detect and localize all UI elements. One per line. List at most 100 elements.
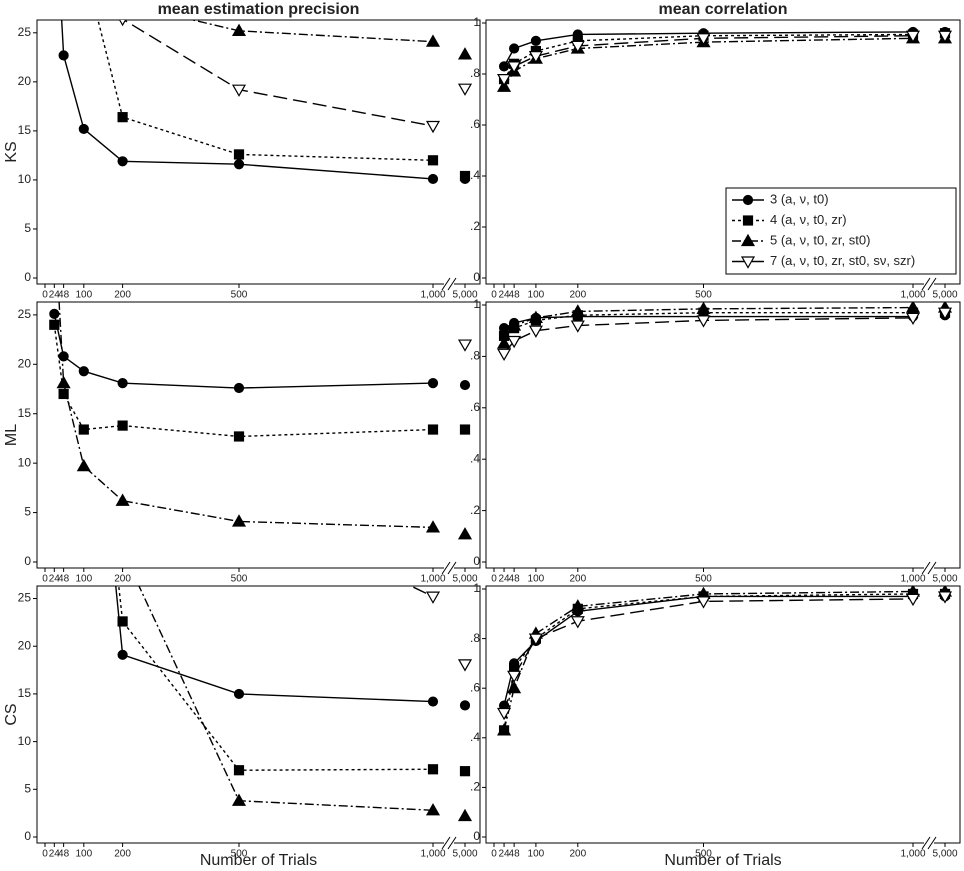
y-tick-label: 0 [24,270,31,284]
y-tick-label: .6 [470,117,480,131]
x-tick-label: 200 [114,574,131,585]
marker [427,377,439,389]
y-tick-label: 25 [18,307,32,321]
marker [49,319,60,330]
marker [233,688,245,700]
marker [507,61,522,74]
marker [696,33,711,46]
y-tick-label: .4 [470,451,480,465]
x-tick-label: 500 [231,290,248,301]
y-tick-label: 10 [18,455,32,469]
x-tick-label: 100 [75,290,92,301]
marker [530,35,542,46]
marker [76,458,91,472]
axis-break [447,836,457,850]
marker [507,318,522,331]
series-line [115,586,434,703]
marker [233,159,245,170]
marker [497,336,512,349]
y-tick-label: 5 [24,221,31,235]
x-tick-label: 48 [509,574,521,585]
x-tick-label: 200 [569,290,586,301]
marker [427,173,439,185]
marker [457,659,473,672]
marker [570,40,585,54]
x-tick-label: 0 [491,574,497,585]
plot-frame [36,301,481,569]
marker [459,424,471,435]
marker [742,194,754,206]
y-tick-label: 0 [24,829,31,843]
marker [425,34,441,47]
y-tick-label: 15 [18,123,32,137]
y-tick-label: .8 [470,631,480,645]
x-tick-label: 100 [75,574,92,585]
marker [231,793,247,806]
axis-break [447,277,457,291]
marker [509,43,520,54]
y-axis-label: KS [3,141,20,162]
plot-frame [485,301,961,569]
series-group [497,302,953,362]
series-line [503,590,914,731]
marker [528,633,543,646]
panel-title: mean correlation [659,1,788,18]
marker [497,707,512,721]
x-tick-label: 100 [528,849,545,860]
series-group [115,586,473,822]
marker [117,616,128,627]
marker [528,51,543,64]
x-tick-label: 0 [491,849,497,860]
panel-title: mean estimation precision [158,1,360,18]
plot-frame [36,585,481,844]
marker [117,0,129,8]
marker [427,696,439,707]
x-tick-label: 100 [528,574,545,585]
axis-break-gap [924,565,934,571]
marker [459,700,471,711]
marker [570,599,585,612]
marker [937,307,953,320]
y-tick-label: 20 [18,74,32,88]
marker [497,348,512,362]
x-tick-label: 48 [509,290,521,301]
x-tick-label: 24 [498,290,510,301]
x-tick-label: 200 [569,574,586,585]
x-tick-label: 24 [498,849,510,860]
axis-break-gap [444,840,454,846]
x-tick-label: 48 [58,290,70,301]
marker [740,256,756,269]
axis-break [927,277,937,291]
marker [78,424,89,435]
marker [231,84,247,97]
y-axis-label: CS [3,703,20,725]
x-tick-label: 500 [231,574,248,585]
x-tick-label: 1,000 [900,290,925,301]
marker [457,527,473,540]
marker [457,808,473,822]
plot-frame [485,585,961,844]
x-tick-label: 500 [695,849,712,860]
y-tick-label: .2 [470,219,480,233]
x-axis-label: Number of Trials [664,852,781,869]
marker [233,431,245,442]
marker [905,312,921,326]
marker [459,379,471,391]
x-tick-label: 1,000 [420,290,445,301]
x-tick-label: 1,000 [420,849,445,860]
x-tick-label: 48 [58,849,70,860]
marker [742,215,754,226]
marker [528,310,543,323]
x-tick-label: 500 [231,849,248,860]
axis-break-gap [444,281,454,287]
marker [58,50,69,61]
x-tick-label: 1,000 [420,574,445,585]
x-tick-label: 24 [49,290,61,301]
series-line [503,312,913,337]
marker [570,304,585,317]
y-tick-label: .8 [470,349,480,363]
x-tick-label: 1,000 [900,849,925,860]
marker [696,315,711,328]
y-tick-label: 10 [18,734,32,748]
